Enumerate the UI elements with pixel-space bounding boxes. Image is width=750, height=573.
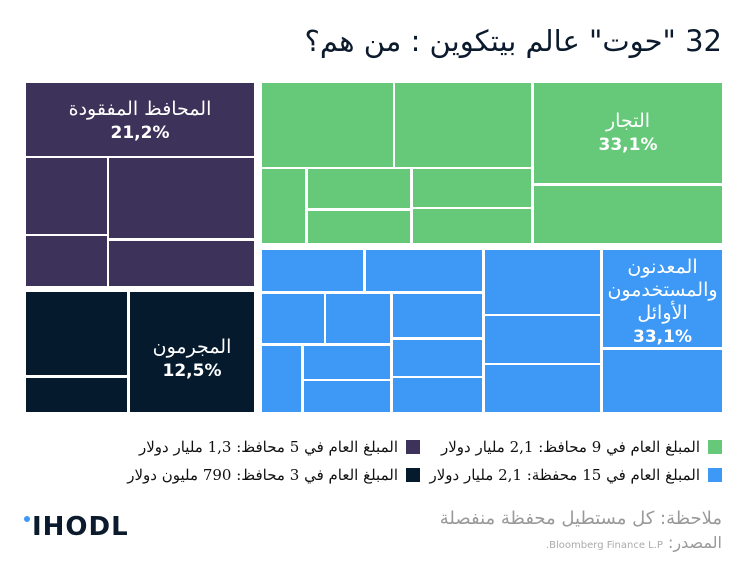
legend-item-criminals: المبلغ العام في 3 محافظ: 790 مليون دولار	[127, 466, 420, 484]
source-value: Bloomberg Finance L.P.	[545, 540, 663, 551]
wallet-cell	[413, 169, 531, 207]
wallet-cell	[262, 169, 305, 243]
wallet-cell	[393, 294, 482, 337]
wallet-cell	[130, 292, 254, 412]
wallet-cell	[395, 83, 531, 167]
group-label-miners: المعدنون والمستخدمون الأوائل 33,1%	[603, 256, 722, 349]
wallet-cell	[304, 381, 390, 412]
logo-text: IHODL	[32, 512, 129, 542]
group-label-lost: المحافظ المفقودة 21,2%	[26, 98, 254, 145]
wallet-cell	[26, 378, 127, 412]
legend-text: المبلغ العام في 15 محفظة: 2,1 مليار دولا…	[429, 466, 700, 484]
wallet-cell	[262, 83, 393, 167]
legend-text: المبلغ العام في 5 محافظ: 1,3 مليار دولار	[138, 438, 398, 456]
wallet-cell	[534, 83, 722, 183]
legend-swatch	[406, 440, 420, 454]
wallet-cell	[109, 241, 254, 286]
group-percent: 33,1%	[633, 327, 692, 347]
wallet-cell	[262, 346, 301, 412]
legend-swatch	[708, 440, 722, 454]
wallet-cell	[326, 294, 390, 343]
wallet-cell	[26, 158, 107, 234]
group-name: التجار	[605, 110, 651, 132]
group-name: المعدنون والمستخدمون الأوائل	[607, 256, 718, 324]
wallet-cell	[534, 186, 722, 243]
group-label-traders: التجار 33,1%	[534, 110, 722, 157]
group-name: المجرمون	[152, 336, 232, 358]
source-label: المصدر:	[668, 533, 722, 552]
source: المصدر: Bloomberg Finance L.P.	[546, 533, 722, 552]
wallet-cell	[308, 169, 410, 208]
wallet-cell	[393, 340, 482, 376]
wallet-cell	[26, 292, 127, 375]
wallet-cell	[603, 250, 722, 347]
wallet-cell	[485, 365, 600, 412]
legend-text: المبلغ العام في 3 محافظ: 790 مليون دولار	[127, 466, 398, 484]
wallet-cell	[262, 294, 324, 343]
legend-swatch	[406, 468, 420, 482]
wallet-cell	[485, 250, 600, 314]
group-percent: 12,5%	[162, 361, 222, 381]
legend-item-traders: المبلغ العام في 9 محافظ: 2,1 مليار دولار	[441, 438, 722, 456]
wallet-cell	[603, 350, 722, 412]
wallet-cell	[304, 346, 390, 379]
wallet-cell	[26, 236, 107, 286]
group-name: المحافظ المفقودة	[68, 98, 212, 120]
legend-swatch	[708, 468, 722, 482]
legend-item-lost: المبلغ العام في 5 محافظ: 1,3 مليار دولار	[139, 438, 420, 456]
ihodl-logo: IHODL	[24, 512, 129, 542]
wallet-cell	[393, 378, 482, 412]
group-percent: 33,1%	[598, 135, 658, 155]
legend-item-miners: المبلغ العام في 15 محفظة: 2,1 مليار دولا…	[429, 466, 722, 484]
wallet-cell	[109, 158, 254, 238]
wallet-cell	[26, 83, 254, 156]
group-percent: 21,2%	[110, 123, 170, 143]
wallet-cell	[413, 209, 531, 243]
chart-title: 32 "حوت" عالم بيتكوين : من هم؟	[304, 24, 722, 58]
wallet-cell	[308, 211, 410, 243]
wallet-cell	[366, 250, 482, 291]
wallet-cell	[485, 316, 600, 363]
group-label-criminals: المجرمون 12,5%	[130, 336, 254, 383]
footnote: ملاحظة: كل مستطيل محفظة منفصلة	[439, 508, 722, 529]
wallet-cell	[262, 250, 363, 291]
legend-text: المبلغ العام في 9 محافظ: 2,1 مليار دولار	[440, 438, 700, 456]
